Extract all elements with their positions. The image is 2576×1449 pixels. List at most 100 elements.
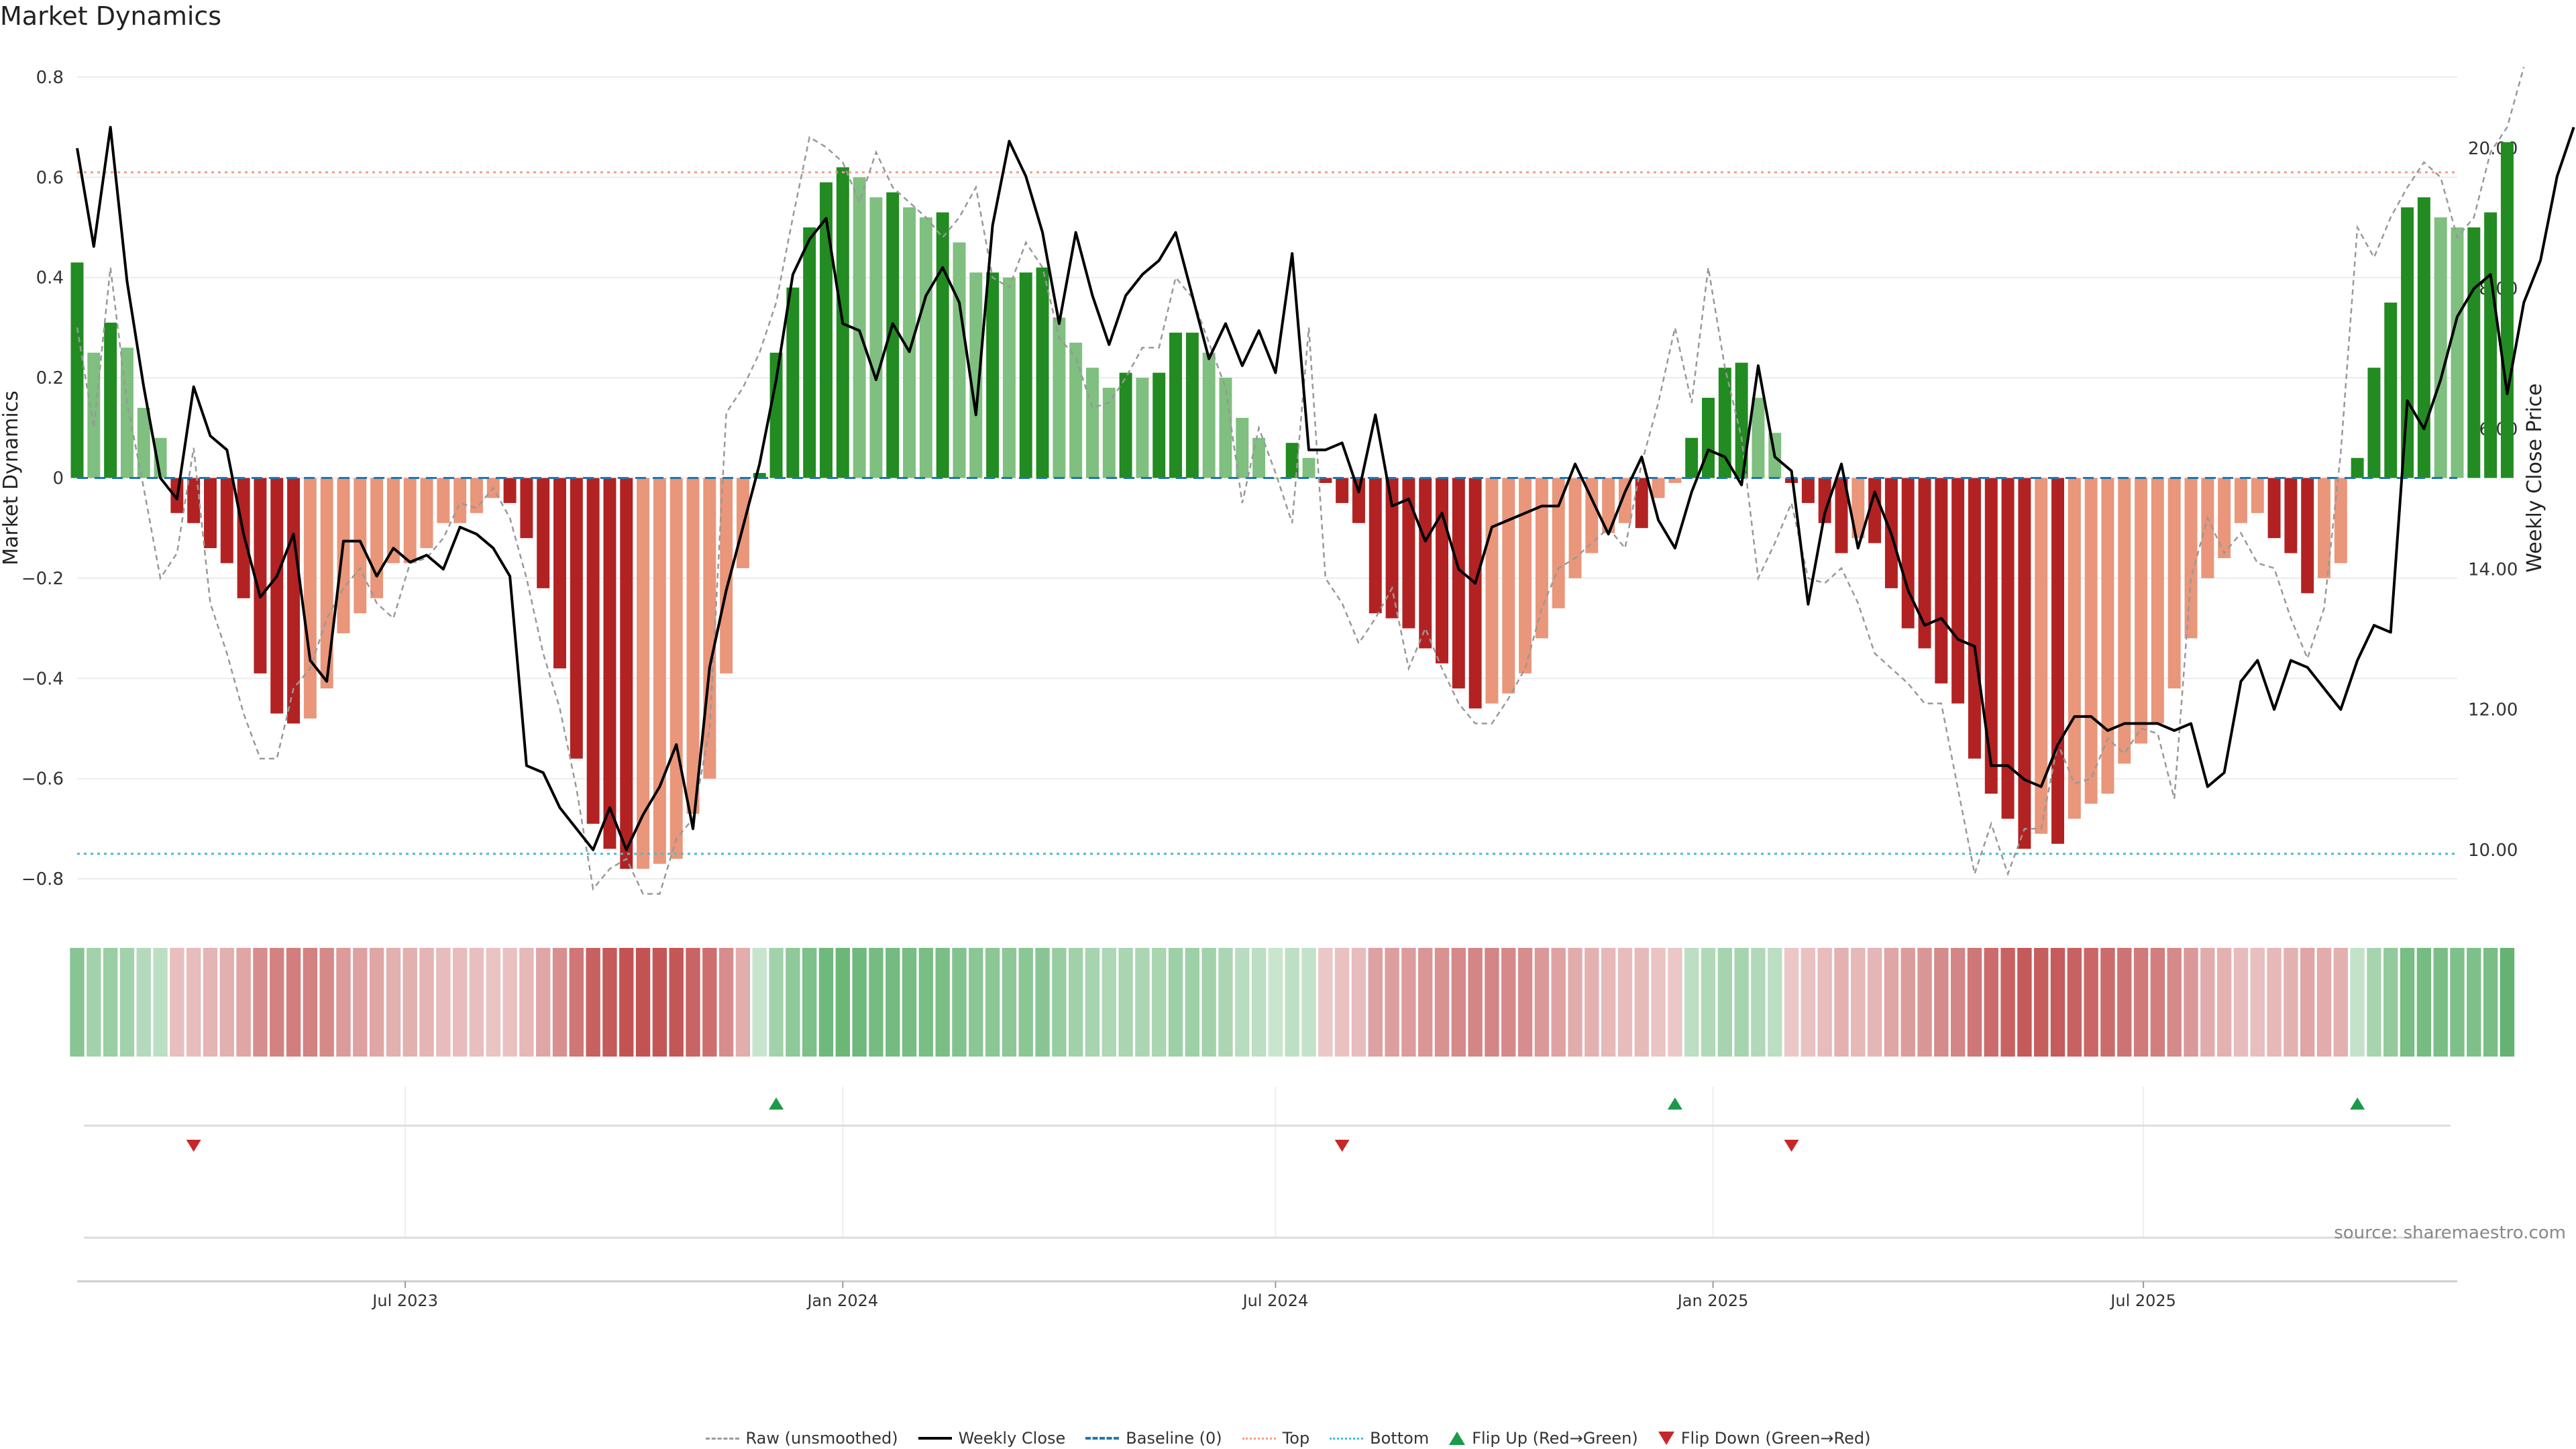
heat-cell [1301,948,1316,1057]
md-bar [354,478,367,614]
heat-cell [303,948,318,1057]
heat-cell [319,948,334,1057]
heat-cell [1634,948,1649,1057]
heat-cell [1368,948,1383,1057]
legend-label: Baseline (0) [1126,1429,1222,1448]
md-bar [537,478,550,588]
heat-cell [586,948,600,1057]
heat-cell [1950,948,1966,1057]
md-bar [270,478,284,714]
heat-cell [2500,948,2515,1057]
heat-cell [1917,948,1932,1057]
md-bar [503,478,517,503]
md-bar [137,407,150,478]
md-bar [1801,478,1815,503]
md-bar [303,478,317,719]
heat-cell [635,948,651,1057]
heat-cell [1468,948,1483,1057]
heat-cell [1135,948,1150,1057]
md-bar [986,272,1000,478]
heat-cell [702,948,717,1057]
heat-cell [2383,948,2398,1057]
heat-cell [1385,948,1399,1057]
md-bar [1818,478,1831,523]
legend-label: Top [1282,1429,1310,1448]
md-bar [1102,388,1116,478]
heat-cell [2483,948,2498,1057]
heat-cell [885,948,900,1057]
heat-cell [2333,948,2349,1057]
md-bar [2018,478,2031,849]
legend-item-bottom: Bottom [1330,1429,1429,1448]
heat-cell [1085,948,1100,1057]
heat-cell [369,948,384,1057]
heat-cell [2300,948,2315,1057]
heat-cell [1984,948,1998,1057]
heat-cell [1668,948,1682,1057]
heat-cell [253,948,268,1057]
md-bar [1185,332,1199,478]
heat-cell [2316,948,2332,1057]
md-bar [403,478,417,564]
md-bar [437,478,450,523]
md-bar [1652,478,1665,498]
md-bar [853,177,866,478]
md-bar [2118,478,2131,764]
heat-cell [786,948,800,1057]
heat-cell [1485,948,1499,1057]
md-bar [1535,478,1548,639]
heat-cell [2250,948,2265,1057]
md-bar [1752,397,1765,478]
md-bar [1152,372,1166,478]
top-line-swatch [1242,1437,1276,1440]
heat-cell [1102,948,1116,1057]
md-bar [1269,478,1282,479]
heat-cell [336,948,351,1057]
md-bar [370,478,384,598]
heat-cell [2467,948,2481,1057]
md-bar [1069,342,1083,478]
legend-label: Raw (unsmoothed) [745,1429,898,1448]
heat-cell [552,948,568,1057]
md-bar [620,478,633,869]
md-bar [104,322,117,478]
md-bar [936,212,949,478]
md-bar [187,478,201,523]
heat-cell [1717,948,1733,1057]
heat-cell [1351,948,1366,1057]
md-bar [1502,478,1515,694]
md-bar [2051,478,2065,844]
heat-cell [1501,948,1516,1057]
heat-cell [1285,948,1299,1057]
md-bar [2201,478,2214,578]
md-bar [1918,478,1931,649]
flip-up-marker [1667,1097,1682,1110]
heat-cell [452,948,468,1057]
heat-cell [236,948,251,1057]
heat-cell [70,948,85,1057]
md-bar [1402,478,1415,629]
md-bar [2367,368,2381,478]
md-bar [2068,478,2081,819]
md-bar [2001,478,2015,819]
md-bar [2101,478,2114,794]
md-bar [1635,478,1648,529]
legend-label: Flip Up (Red→Green) [1472,1429,1638,1448]
heat-cell [802,948,817,1057]
y-tick-label: 0 [52,469,64,489]
md-bar [903,207,916,478]
legend: Raw (unsmoothed) Weekly Close Baseline (… [0,1429,2576,1448]
y-tick-label: −0.8 [21,869,64,890]
md-bar [2451,227,2464,478]
heat-cell [2350,948,2365,1057]
heat-cell [1601,948,1616,1057]
md-bar [1901,478,1915,629]
heat-cell [2400,948,2415,1057]
y2-tick-label: 14.00 [2468,559,2518,580]
md-bar [1119,372,1132,478]
legend-item-flip-up: Flip Up (Red→Green) [1449,1429,1638,1448]
heat-cell [2184,948,2198,1057]
md-bar [1202,352,1216,478]
heat-cell [2084,948,2098,1057]
md-bar [1602,478,1615,533]
